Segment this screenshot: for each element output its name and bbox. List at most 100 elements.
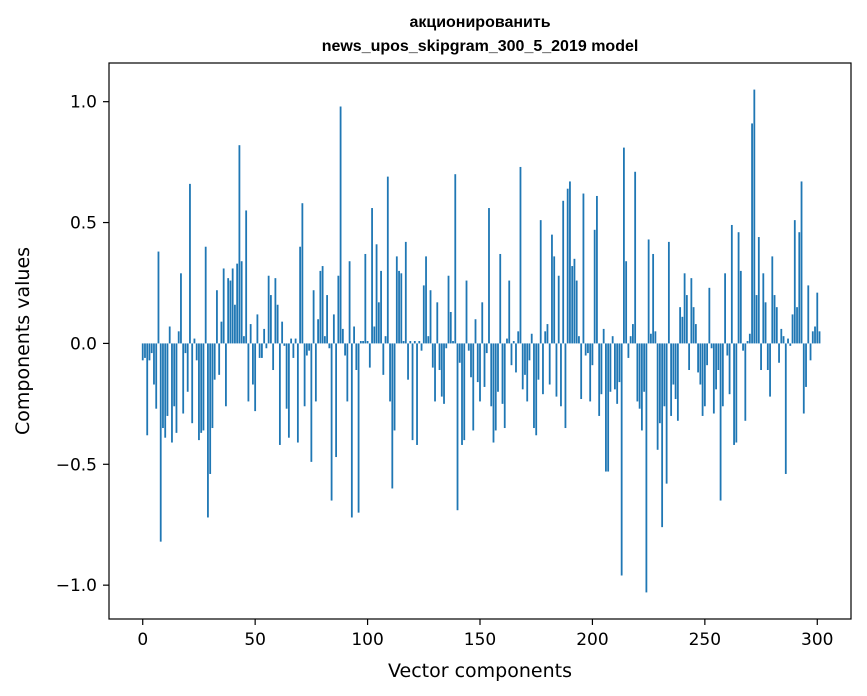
- bar: [769, 343, 771, 397]
- bar: [703, 343, 706, 407]
- bar: [535, 343, 538, 436]
- bar: [692, 307, 695, 344]
- bar: [321, 266, 324, 344]
- bar: [355, 343, 358, 371]
- bar: [422, 285, 425, 344]
- bar: [562, 200, 565, 344]
- bar: [688, 343, 691, 371]
- bar: [285, 343, 288, 409]
- bar: [582, 193, 585, 344]
- plot-frame: [108, 62, 852, 620]
- bar: [400, 273, 403, 344]
- bar: [735, 343, 738, 443]
- bar: [339, 106, 342, 344]
- bar: [328, 343, 331, 349]
- bar: [753, 89, 756, 344]
- bar: [796, 307, 798, 344]
- bar: [778, 343, 780, 363]
- bar: [445, 343, 448, 349]
- bar: [155, 343, 158, 409]
- bar: [166, 343, 169, 416]
- bar: [263, 328, 266, 344]
- bar: [256, 314, 259, 344]
- bar: [229, 280, 232, 344]
- bar: [494, 343, 497, 431]
- bar: [148, 343, 151, 361]
- bar: [177, 331, 180, 344]
- bar: [643, 343, 646, 392]
- bar: [231, 268, 234, 344]
- bar: [319, 270, 322, 344]
- bar: [267, 275, 270, 344]
- bar: [524, 343, 526, 375]
- bar: [632, 324, 634, 344]
- bar: [701, 343, 704, 416]
- bar: [611, 336, 614, 344]
- bar: [413, 341, 416, 344]
- bar: [544, 331, 547, 344]
- bar: [146, 343, 149, 436]
- bar: [436, 302, 439, 344]
- bar: [811, 331, 814, 344]
- bar: [748, 333, 751, 344]
- bar: [656, 343, 659, 450]
- bar: [438, 343, 441, 371]
- bar: [144, 343, 146, 358]
- y-axis-label: Components values: [12, 247, 34, 435]
- bar: [461, 343, 463, 445]
- bar: [292, 343, 295, 358]
- y-tick-label: 1.0: [70, 93, 97, 113]
- bar: [227, 278, 230, 344]
- bar: [420, 343, 423, 351]
- bar: [389, 343, 391, 402]
- bar: [593, 229, 596, 344]
- bar: [551, 234, 553, 344]
- bar: [247, 343, 250, 402]
- bar: [440, 343, 443, 397]
- bar: [335, 343, 337, 458]
- bar: [503, 343, 506, 429]
- bars-group: [141, 89, 821, 593]
- bar: [515, 343, 517, 373]
- bar: [501, 343, 504, 404]
- bar: [402, 341, 405, 344]
- bar: [308, 343, 311, 351]
- bar: [150, 343, 153, 354]
- bar: [193, 338, 196, 344]
- bar: [780, 328, 783, 344]
- y-tick-label: −0.5: [56, 455, 97, 475]
- bar: [467, 343, 470, 351]
- bar: [245, 210, 248, 344]
- bar: [798, 232, 801, 344]
- bar: [141, 343, 144, 361]
- bar: [353, 326, 355, 344]
- bar: [364, 253, 367, 344]
- bar: [382, 343, 385, 375]
- bar: [620, 343, 623, 576]
- bar: [672, 343, 675, 385]
- bar: [463, 343, 466, 441]
- bar: [721, 343, 724, 407]
- bar: [429, 290, 432, 344]
- bar: [533, 343, 535, 429]
- bar: [782, 336, 785, 344]
- bar: [409, 341, 412, 344]
- bar: [449, 311, 452, 344]
- bar: [458, 343, 461, 363]
- bar: [793, 220, 796, 344]
- bar: [362, 341, 364, 344]
- bar: [434, 343, 436, 402]
- bar: [670, 343, 673, 416]
- bar: [330, 343, 333, 501]
- bar: [274, 278, 277, 344]
- bar: [427, 336, 430, 344]
- bar: [742, 343, 744, 351]
- bar: [784, 343, 787, 474]
- bar: [180, 273, 182, 344]
- bar: [418, 341, 421, 344]
- bar: [485, 343, 488, 354]
- bar: [281, 321, 284, 344]
- bar: [234, 304, 236, 344]
- bar: [211, 343, 214, 429]
- bar: [575, 280, 578, 344]
